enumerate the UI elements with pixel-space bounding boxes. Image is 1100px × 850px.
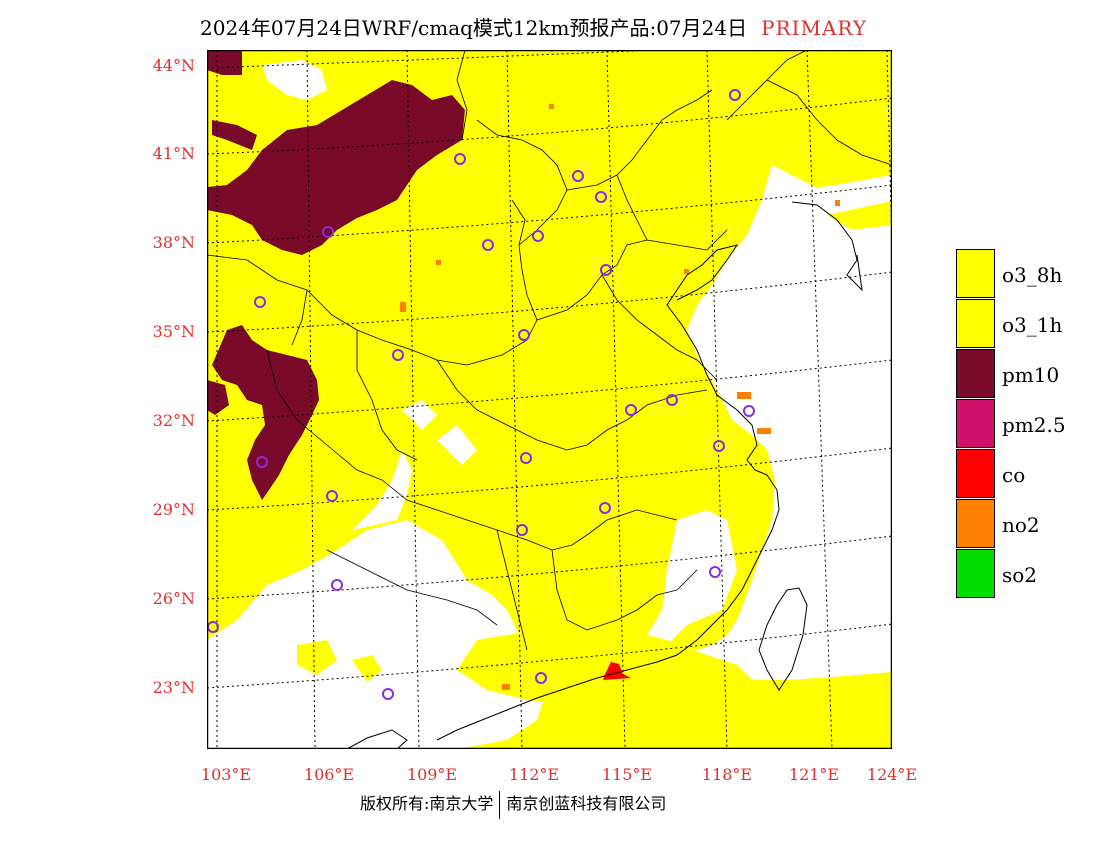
coastline <box>346 201 863 749</box>
legend-swatch-no2 <box>956 499 995 548</box>
no2-spots <box>400 104 840 690</box>
pm10-area <box>207 50 465 500</box>
legend-label: o3_8h <box>1002 263 1063 287</box>
lat-label-44: 44°N <box>152 56 195 75</box>
lon-label-124: 124°E <box>866 765 918 784</box>
lat-label-35: 35°N <box>152 322 195 341</box>
legend-label: pm2.5 <box>1002 413 1066 437</box>
legend-swatch-o3-8h <box>956 249 995 298</box>
legend-label: so2 <box>1002 563 1038 587</box>
lat-label-38: 38°N <box>152 233 195 252</box>
footer-left: 版权所有:南京大学 <box>360 794 494 813</box>
legend-swatch-pm25 <box>956 399 995 448</box>
legend-label: no2 <box>1002 513 1040 537</box>
footer-divider <box>499 790 501 819</box>
pollutant-map <box>207 50 892 749</box>
clean-area <box>207 60 892 749</box>
lon-label-112: 112°E <box>508 765 560 784</box>
o3-coastal <box>297 201 892 705</box>
legend-swatch-co <box>956 449 995 498</box>
lon-label-106: 106°E <box>303 765 355 784</box>
lat-label-32: 32°N <box>152 411 195 430</box>
lon-label-109: 109°E <box>406 765 458 784</box>
lon-label-103: 103°E <box>200 765 252 784</box>
lat-label-26: 26°N <box>152 589 195 608</box>
title-tag: PRIMARY <box>761 16 868 40</box>
lon-label-121: 121°E <box>788 765 840 784</box>
legend-label: co <box>1002 463 1026 487</box>
lon-label-115: 115°E <box>601 765 653 784</box>
legend-swatch-so2 <box>956 549 995 598</box>
map-title: 2024年07月24日WRF/cmaq模式12km预报产品:07月24日 PRIM… <box>200 12 867 41</box>
co-spots <box>603 662 631 680</box>
lon-label-118: 118°E <box>701 765 753 784</box>
legend-label: pm10 <box>1002 363 1060 387</box>
legend-swatch-pm10 <box>956 349 995 398</box>
lat-label-23: 23°N <box>152 678 195 697</box>
map-frame <box>207 50 892 749</box>
lat-label-41: 41°N <box>152 144 195 163</box>
lat-label-29: 29°N <box>152 500 195 519</box>
title-text: 2024年07月24日WRF/cmaq模式12km预报产品:07月24日 <box>200 16 748 40</box>
province-boundaries <box>207 50 892 651</box>
legend-swatch-o3-1h <box>956 299 995 348</box>
footer-right: 南京创蓝科技有限公司 <box>506 794 667 813</box>
graticule <box>207 50 892 749</box>
copyright-footer: 版权所有:南京大学 南京创蓝科技有限公司 <box>360 790 666 819</box>
legend-label: o3_1h <box>1002 313 1063 337</box>
